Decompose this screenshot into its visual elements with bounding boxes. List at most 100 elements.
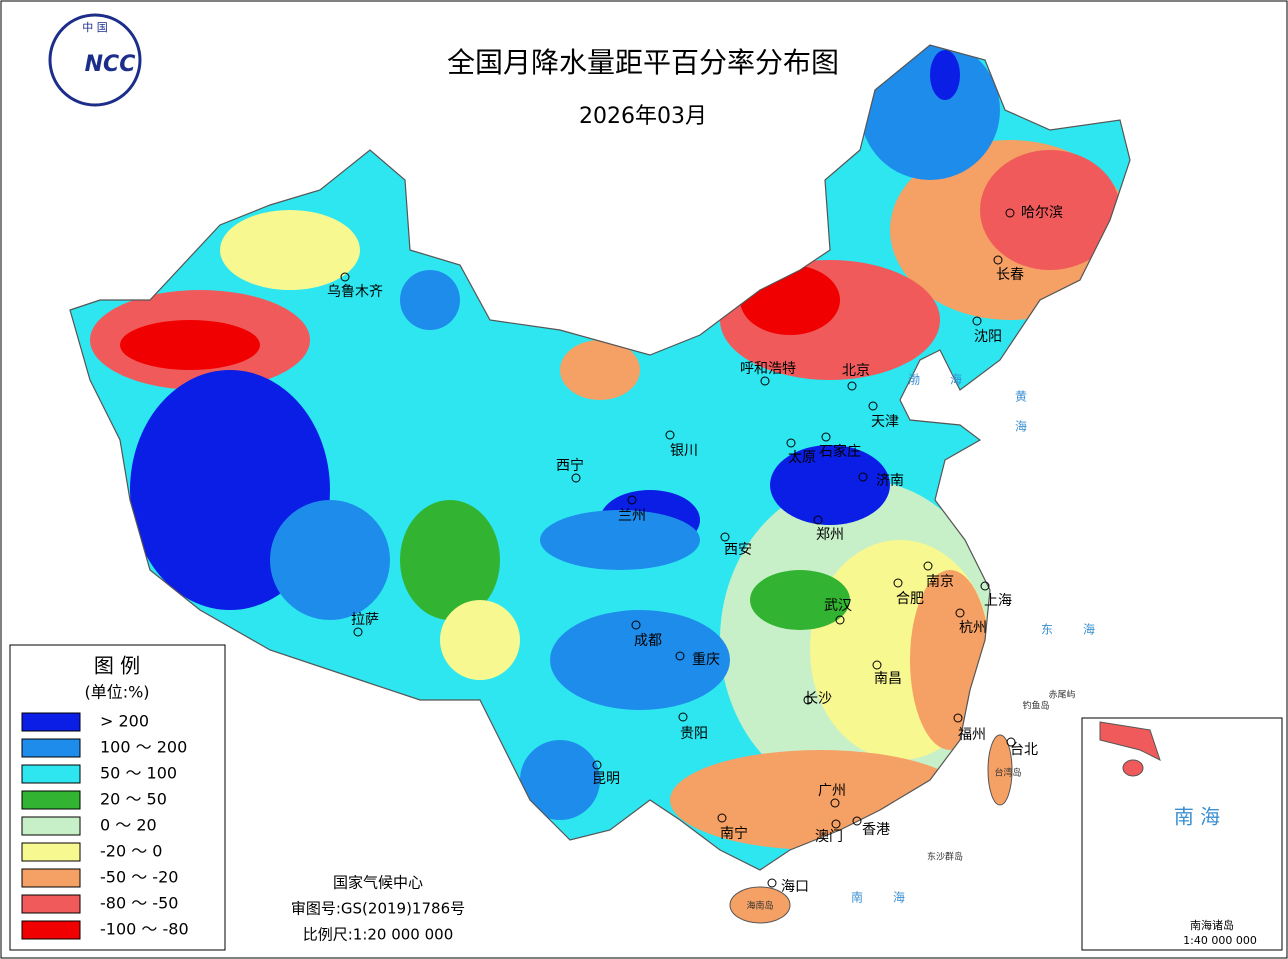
city-label: 沈阳: [974, 329, 1002, 345]
city-label: 香港: [862, 822, 890, 838]
city-label: 长春: [996, 267, 1024, 283]
city-label: 重庆: [692, 652, 720, 668]
city-marker: [720, 532, 730, 542]
city-marker: [717, 813, 727, 823]
city-label: 台北: [1010, 742, 1038, 758]
city-marker: [592, 760, 602, 770]
city-label: 郑州: [816, 527, 844, 543]
city-marker: [786, 438, 796, 448]
city-label: 合肥: [896, 591, 924, 607]
legend-swatch: [21, 764, 81, 784]
legend-label: 20 ～ 50: [100, 790, 167, 809]
island-label: 东沙群岛: [927, 851, 963, 863]
city-marker: [821, 432, 831, 442]
island-label: 钓鱼岛: [1022, 700, 1049, 712]
city-label: 南宁: [720, 825, 748, 842]
subtitle: 2026年03月: [579, 104, 707, 129]
city-marker: [830, 798, 840, 808]
legend-swatch: [21, 868, 81, 888]
legend-label: -50 ～ -20: [100, 868, 178, 887]
city-label: 乌鲁木齐: [327, 284, 383, 300]
city-label: 武汉: [824, 598, 852, 614]
city-marker: [665, 430, 675, 440]
island-label: 海南岛: [746, 900, 773, 912]
city-marker: [813, 515, 823, 525]
city-marker: [852, 816, 862, 826]
legend-swatch: [21, 712, 81, 732]
island-label: 赤尾屿: [1048, 690, 1075, 701]
city-marker: [893, 578, 903, 588]
island-label: 台湾岛: [994, 767, 1021, 779]
city-marker: [803, 695, 813, 705]
city-label: 昆明: [592, 771, 620, 787]
sea-label: 渤海: [908, 372, 992, 387]
city-label: 南京: [926, 574, 954, 590]
legend-label: 50 ～ 100: [100, 764, 177, 783]
legend-swatch: [21, 842, 81, 862]
legend: 图 例 (单位:%) > 200 100 ～ 200 50 ～ 100 20 ～ 50…: [9, 644, 226, 951]
city-marker: [571, 473, 581, 483]
city-label: 西安: [724, 542, 752, 558]
sea-label: 东海: [1041, 622, 1125, 637]
city-label: 拉萨: [351, 612, 379, 628]
legend-label: 100 ～ 200: [100, 738, 187, 757]
city-label: 长沙: [804, 691, 832, 707]
city-label: 兰州: [618, 508, 646, 524]
city-marker: [675, 651, 685, 661]
legend-title: 图 例: [94, 654, 140, 678]
taiwan: [987, 734, 1013, 806]
logo-text: NCC: [85, 52, 136, 77]
inset: 南 海 南海诸岛 1:40 000 000: [1081, 717, 1283, 951]
legend-swatch: [21, 738, 81, 758]
city-marker: [340, 272, 350, 282]
sea-label: 黄海: [1014, 390, 1028, 450]
legend-label: -80 ～ -50: [100, 894, 178, 913]
city-marker: [1005, 208, 1015, 218]
city-marker: [858, 472, 868, 482]
city-marker: [972, 316, 982, 326]
city-marker: [631, 620, 641, 630]
legend-unit: (单位:%): [84, 683, 149, 702]
city-marker: [955, 608, 965, 618]
city-label: 海口: [781, 879, 809, 895]
title: 全国月降水量距平百分率分布图: [447, 46, 839, 79]
inset-islands: 南海诸岛: [1190, 918, 1234, 932]
footer-line: 审图号:GS(2019)1786号: [291, 900, 465, 918]
city-marker: [868, 401, 878, 411]
logo-top: 中 国: [82, 21, 108, 34]
city-marker: [993, 255, 1003, 265]
city-marker: [627, 495, 637, 505]
city-marker: [760, 376, 770, 386]
city-label: 济南: [876, 473, 904, 489]
city-marker: [872, 660, 882, 670]
legend-label: -100 ～ -80: [100, 920, 189, 939]
city-label: 南昌: [874, 671, 902, 687]
legend-label: -20 ～ 0: [100, 842, 163, 861]
sea-label: 南海: [851, 890, 935, 905]
city-label: 银川: [670, 443, 698, 459]
city-marker: [923, 561, 933, 571]
city-marker: [1006, 737, 1016, 747]
city-marker: [678, 712, 688, 722]
city-label: 哈尔滨: [1021, 205, 1063, 221]
hainan: [729, 886, 791, 924]
legend-swatch: [21, 894, 81, 914]
inset-title: 南 海: [1174, 805, 1220, 829]
footer-line: 比例尺:1:20 000 000: [303, 926, 454, 944]
city-label: 成都: [634, 633, 662, 649]
city-marker: [353, 627, 363, 637]
legend-swatch: [21, 790, 81, 810]
city-marker: [980, 581, 990, 591]
city-label: 西宁: [556, 457, 584, 474]
city-label: 福州: [958, 727, 986, 743]
legend-swatch: [21, 816, 81, 836]
legend-swatch: [21, 920, 81, 940]
city-label: 呼和浩特: [740, 361, 796, 377]
city-label: 上海: [984, 593, 1012, 609]
city-marker: [831, 819, 841, 829]
city-label: 石家庄: [819, 443, 861, 460]
